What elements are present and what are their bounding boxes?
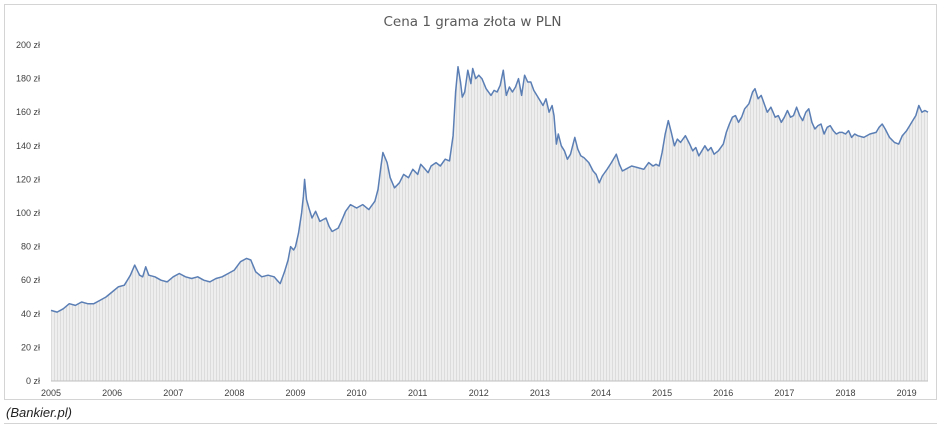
x-tick-label: 2009 (285, 388, 305, 398)
price-line (50, 66, 929, 313)
x-tick-label: 2007 (163, 388, 183, 398)
x-axis-ticks: 2005 2006 2007 2008 2009 2010 2011 2012 2013 2014… (41, 388, 917, 398)
x-tick-label: 2019 (897, 388, 917, 398)
x-tick-label: 2010 (347, 388, 367, 398)
y-tick-label: 100 zł (16, 208, 40, 218)
chart-title: Cena 1 grama złota w PLN (383, 14, 562, 30)
x-tick-label: 2015 (652, 388, 672, 398)
y-tick-label: 80 zł (21, 242, 40, 252)
x-tick-label: 2016 (713, 388, 733, 398)
y-tick-label: 200 zł (16, 40, 40, 50)
x-tick-label: 2013 (530, 388, 550, 398)
y-tick-label: 40 zł (21, 309, 40, 319)
x-tick-label: 2006 (102, 388, 122, 398)
y-tick-label: 180 zł (16, 74, 40, 84)
y-tick-label: 60 zł (21, 275, 40, 285)
x-tick-label: 2012 (469, 388, 489, 398)
price-area (51, 66, 928, 382)
x-tick-label: 2017 (774, 388, 794, 398)
source-note: (Bankier.pl) (6, 405, 72, 420)
x-tick-label: 2014 (591, 388, 611, 398)
y-axis-ticks: 0 zł 20 zł 40 zł 60 zł 80 zł 100 zł 120 zł 140 … (16, 40, 40, 386)
x-tick-label: 2005 (41, 388, 61, 398)
y-tick-label: 0 zł (26, 376, 40, 386)
y-tick-label: 20 zł (21, 342, 40, 352)
bottom-divider (4, 423, 937, 424)
y-tick-label: 120 zł (16, 174, 40, 184)
y-tick-label: 160 zł (16, 107, 40, 117)
x-tick-label: 2018 (835, 388, 855, 398)
x-tick-label: 2008 (224, 388, 244, 398)
x-tick-label: 2011 (408, 388, 427, 398)
y-tick-label: 140 zł (16, 141, 40, 151)
